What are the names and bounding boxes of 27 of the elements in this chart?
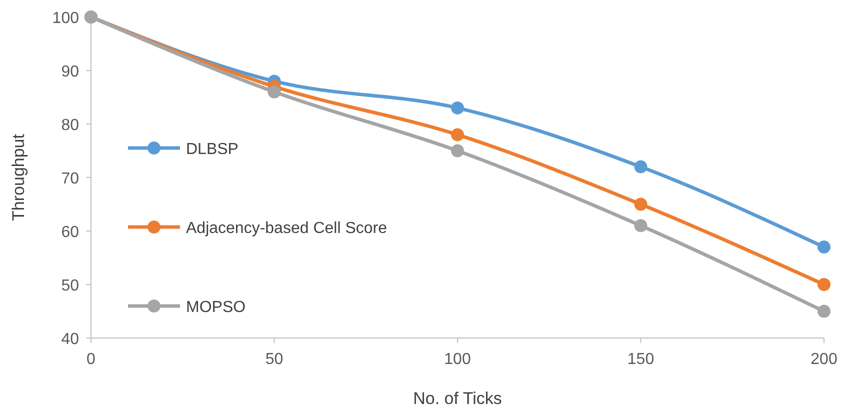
point — [818, 304, 830, 318]
x-tick-label: 0 — [86, 351, 96, 368]
point — [451, 101, 464, 114]
y-tick-label: 50 — [61, 278, 80, 294]
point — [634, 160, 648, 174]
point — [818, 278, 830, 291]
y-axis-title: Throughput — [9, 134, 28, 221]
y-tick-label: 60 — [61, 224, 80, 241]
legend-label: MOPSO — [186, 299, 246, 316]
point — [451, 128, 464, 142]
legend-label: DLBSP — [186, 141, 238, 158]
point — [451, 144, 464, 158]
y-tick-label: 90 — [61, 64, 80, 80]
y-tick-label: 80 — [61, 117, 80, 134]
point — [818, 240, 830, 254]
x-axis-title: No. of Ticks — [413, 389, 502, 408]
x-tick-label: 100 — [444, 351, 471, 368]
legend-label: Adjacency-based Cell Score — [186, 220, 388, 237]
point — [634, 198, 648, 211]
y-tick-label: 40 — [61, 331, 80, 348]
x-tick-label: 200 — [810, 351, 838, 368]
y-tick-label: 70 — [61, 170, 80, 188]
y-tick-label: 100 — [52, 10, 80, 27]
x-tick-label: 50 — [265, 351, 284, 368]
x-tick-label: 150 — [627, 351, 654, 368]
point — [268, 85, 281, 98]
point — [634, 219, 648, 232]
